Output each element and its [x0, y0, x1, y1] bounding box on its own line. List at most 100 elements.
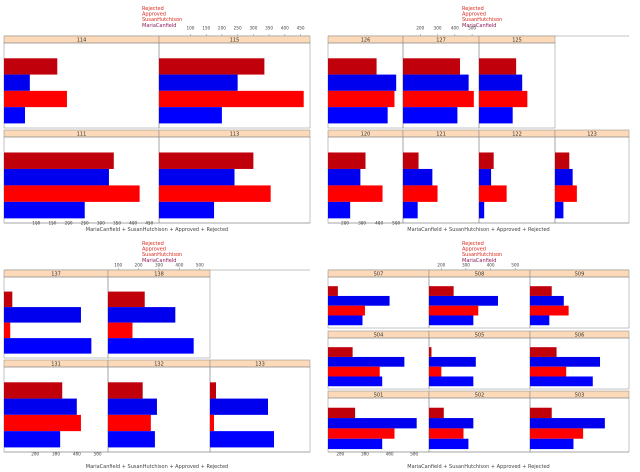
- chart-1: RejectedApprovedSusanHutchisonMariaCanfi…: [3, 6, 311, 233]
- panel-label: 137: [51, 272, 61, 278]
- bottom-tick-label: 100: [32, 221, 40, 226]
- bar-susanhutchison: [429, 305, 479, 316]
- bottom-tick-label: 200: [31, 452, 39, 457]
- panel-label: 133: [255, 362, 265, 368]
- panel-label: 114: [77, 38, 87, 44]
- chart-3: RejectedApprovedSusanHutchisonMariaCanfi…: [3, 241, 311, 470]
- bottom-tick-label: 400: [386, 452, 394, 457]
- top-tick-label: 500: [196, 263, 204, 268]
- bar-mariacanfield: [479, 107, 513, 124]
- bottom-tick-label: 300: [52, 452, 60, 457]
- bottom-tick-label: 200: [65, 221, 73, 226]
- top-tick-label: 400: [487, 263, 495, 268]
- panel-label: 123: [587, 132, 597, 138]
- panel-120: 120: [327, 129, 404, 224]
- bar-rejected: [328, 286, 338, 296]
- bar-susanhutchison: [403, 185, 438, 202]
- bar-approved: [108, 307, 176, 323]
- bar-mariacanfield: [429, 315, 474, 326]
- x-axis-label: MariaCanfield + SusanHutchison + Approve…: [407, 227, 549, 233]
- bar-approved: [4, 74, 30, 91]
- bottom-tick-label: 350: [113, 221, 121, 226]
- bar-rejected: [328, 152, 366, 169]
- bar-rejected: [429, 286, 454, 296]
- panel-label: 115: [230, 38, 240, 44]
- bar-mariacanfield: [530, 376, 593, 387]
- top-tick-label: 200: [135, 263, 143, 268]
- panel-label: 113: [230, 132, 240, 138]
- top-tick-label: 450: [297, 26, 305, 31]
- panel-113: 113: [158, 129, 311, 224]
- bar-susanhutchison: [108, 322, 133, 339]
- panel-label: 138: [154, 272, 164, 278]
- bar-susanhutchison: [108, 414, 151, 432]
- panel-111: 111: [3, 129, 160, 224]
- bar-approved: [328, 295, 390, 306]
- top-tick-label: 500: [511, 263, 519, 268]
- legend-entry: Rejected: [462, 241, 484, 247]
- bar-susanhutchison: [328, 90, 395, 108]
- bar-rejected: [328, 407, 356, 419]
- legend-entry: SusanHutchison: [142, 17, 182, 23]
- bar-rejected: [555, 152, 570, 169]
- bar-susanhutchison: [4, 185, 140, 202]
- panel-137: 137: [3, 269, 109, 359]
- bar-mariacanfield: [159, 201, 215, 219]
- bar-rejected: [159, 58, 265, 75]
- bar-approved: [159, 168, 235, 186]
- panel-115: 115: [158, 35, 311, 129]
- legend-entry: MariaCanfield: [462, 258, 496, 264]
- bar-rejected: [210, 382, 216, 399]
- bar-mariacanfield: [530, 438, 574, 450]
- top-tick-label: 100: [186, 26, 194, 31]
- panel-506: 506: [529, 330, 630, 390]
- bottom-tick-label: 200: [341, 221, 349, 226]
- legend-entry: MariaCanfield: [462, 23, 496, 29]
- legend-entry: Approved: [462, 12, 486, 18]
- bar-approved: [210, 398, 268, 415]
- panel-label: 111: [77, 132, 87, 138]
- bar-rejected: [530, 347, 557, 357]
- chart-4: RejectedApprovedSusanHutchisonMariaCanfi…: [327, 241, 630, 470]
- bar-rejected: [479, 152, 494, 169]
- bar-approved: [4, 307, 81, 323]
- bottom-tick-label: 250: [81, 221, 89, 226]
- bar-mariacanfield: [210, 431, 274, 448]
- top-tick-label: 100: [114, 263, 122, 268]
- bar-rejected: [403, 152, 419, 169]
- panel-127: 127: [402, 35, 480, 129]
- panel-501: 501: [327, 390, 430, 453]
- bar-approved: [108, 398, 157, 415]
- top-tick-label: 250: [234, 26, 242, 31]
- panel-504: 504: [327, 330, 430, 390]
- legend-entry: SusanHutchison: [142, 252, 182, 258]
- bottom-tick-label: 500: [94, 452, 102, 457]
- bar-susanhutchison: [479, 185, 507, 202]
- bar-mariacanfield: [328, 201, 351, 219]
- bar-mariacanfield: [328, 107, 388, 124]
- bar-mariacanfield: [4, 338, 92, 354]
- top-tick-label: 200: [218, 26, 226, 31]
- legend-entry: Approved: [142, 12, 166, 18]
- panel-114: 114: [3, 35, 160, 129]
- bar-approved: [328, 356, 405, 367]
- panel-505: 505: [428, 330, 531, 390]
- top-tick-label: 400: [451, 26, 459, 31]
- bar-susanhutchison: [4, 414, 81, 432]
- bar-rejected: [108, 291, 145, 308]
- bar-susanhutchison: [210, 414, 214, 432]
- bar-approved: [530, 418, 605, 429]
- bar-approved: [429, 295, 498, 306]
- bar-approved: [328, 74, 397, 91]
- bar-rejected: [479, 58, 517, 75]
- bar-approved: [328, 418, 417, 429]
- top-tick-label: 200: [437, 263, 445, 268]
- top-tick-label: 150: [202, 26, 210, 31]
- legend-entry: SusanHutchison: [462, 17, 502, 23]
- bar-approved: [159, 74, 238, 91]
- bottom-tick-label: 450: [145, 221, 153, 226]
- bar-mariacanfield: [429, 376, 474, 387]
- panel-label: 504: [374, 333, 384, 339]
- bar-rejected: [4, 291, 13, 308]
